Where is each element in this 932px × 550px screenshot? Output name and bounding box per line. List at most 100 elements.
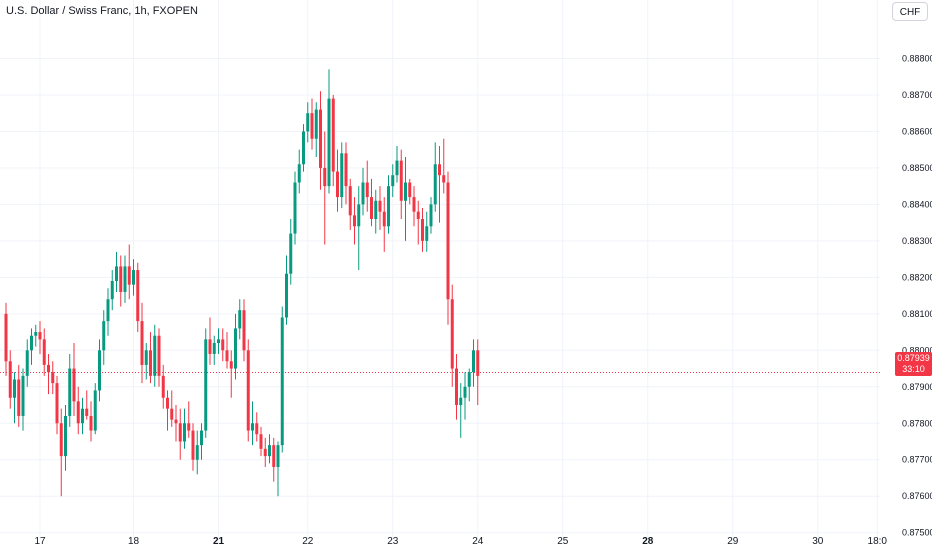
price-tick-label: 0.88000 (902, 345, 932, 355)
candle-down (119, 255, 123, 307)
candle-down (149, 332, 152, 384)
candle-down (42, 328, 46, 376)
candle-body (178, 423, 182, 442)
candle-up (268, 434, 271, 464)
candle-down (446, 171, 450, 325)
candle-up (13, 372, 16, 424)
candle-up (391, 164, 395, 198)
candle-down (370, 178, 373, 227)
time-tick-label: 18:0 (868, 536, 888, 547)
candle-body (446, 182, 450, 300)
candle-down (229, 350, 233, 398)
candle-body (234, 328, 237, 369)
candle-body (68, 368, 72, 416)
candle-body (378, 200, 382, 212)
candle-down (85, 390, 89, 420)
candle-up (34, 324, 38, 347)
candle-down (344, 142, 348, 205)
candle-down (365, 160, 369, 212)
candle-up (195, 430, 199, 475)
candle-up (212, 335, 216, 365)
candle-body (370, 197, 373, 219)
candle-down (170, 390, 174, 427)
candle-body (442, 175, 446, 183)
candle-body (38, 332, 42, 340)
candle-body (374, 200, 378, 219)
candle-body (429, 204, 433, 227)
candle-down (408, 178, 412, 205)
candles (4, 69, 480, 497)
candle-up (387, 175, 390, 234)
candle-body (255, 423, 259, 435)
candle-up (102, 310, 106, 365)
candle-down (55, 375, 59, 435)
candle-up (204, 328, 208, 438)
price-tick-label: 0.88100 (902, 309, 932, 319)
candle-up (425, 211, 429, 252)
candle-up (115, 251, 118, 292)
candle-body (115, 266, 118, 281)
candle-body (327, 98, 331, 187)
candle-down (140, 302, 144, 384)
candle-up (132, 259, 135, 296)
candle-body (187, 423, 191, 431)
candle-body (438, 164, 441, 176)
candle-body (221, 339, 225, 351)
candle-body (17, 379, 21, 416)
price-tick-label: 0.88800 (902, 53, 932, 63)
candle-down (450, 284, 454, 387)
candle-down (38, 321, 42, 354)
candle-down (242, 299, 246, 362)
candle-up (357, 186, 361, 271)
time-tick-label: 28 (642, 536, 654, 547)
candle-up (93, 383, 97, 435)
currency-button[interactable]: CHF (892, 2, 928, 21)
candle-body (195, 445, 199, 460)
candle-down (161, 364, 165, 409)
candle-body (348, 186, 352, 216)
candle-body (98, 350, 101, 391)
candle-up (144, 343, 148, 380)
candle-body (302, 131, 305, 165)
candle-up (110, 270, 114, 311)
time-tick-label: 29 (727, 536, 739, 547)
candle-body (106, 299, 110, 322)
candle-body (467, 372, 471, 387)
time-tick-label: 18 (128, 536, 140, 547)
candle-up (302, 124, 305, 172)
candle-down (382, 197, 386, 252)
candle-up (81, 397, 84, 435)
candle-up (297, 149, 301, 194)
candle-body (238, 310, 242, 329)
candle-up (68, 353, 72, 427)
candle-body (72, 368, 76, 402)
candle-body (123, 266, 127, 292)
candle-body (149, 350, 152, 376)
candle-body (132, 270, 135, 285)
candle-down (272, 437, 276, 482)
candle-up (395, 146, 399, 183)
candle-body (204, 339, 208, 431)
candle-body (34, 332, 38, 336)
candle-body (408, 182, 412, 198)
candle-up (404, 156, 407, 241)
candle-up (285, 255, 288, 325)
candle-down (255, 412, 259, 442)
price-tick-label: 0.87700 (902, 455, 932, 465)
candle-body (314, 109, 318, 139)
candle-body (404, 182, 407, 201)
candle-body (144, 350, 148, 365)
candle-body (272, 445, 276, 468)
candle-body (310, 113, 314, 139)
candle-body (344, 153, 348, 187)
candle-body (42, 339, 46, 365)
candle-up (123, 255, 127, 303)
candle-down (47, 353, 50, 395)
candle-down (178, 408, 182, 460)
candle-body (263, 448, 267, 457)
candle-up (280, 306, 284, 453)
candle-body (246, 350, 250, 431)
candle-body (119, 266, 123, 292)
candle-body (191, 430, 195, 460)
